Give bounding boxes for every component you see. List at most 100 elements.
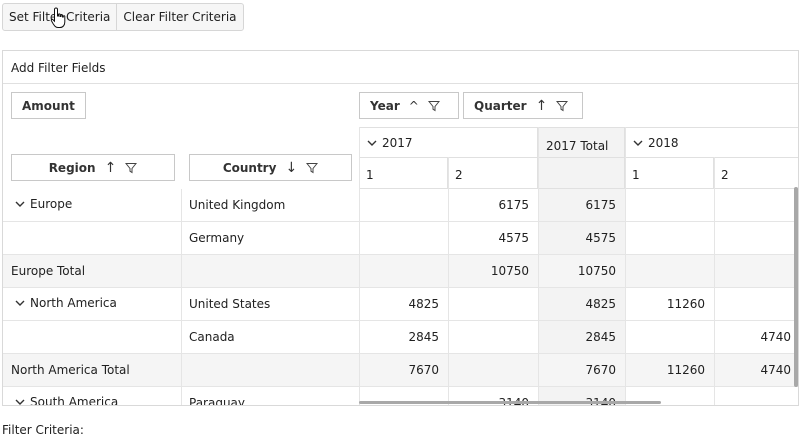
table-row: Europe Total 10750 10750 xyxy=(3,255,798,288)
amount-field-button[interactable]: Amount xyxy=(11,92,86,119)
filter-icon[interactable] xyxy=(427,100,440,112)
chevron-down-icon[interactable] xyxy=(15,296,25,310)
filter-icon[interactable] xyxy=(306,162,319,174)
table-row: North America Total 7670 7670 11260 4740 xyxy=(3,354,798,387)
year-field-label: Year xyxy=(370,98,400,113)
pivot-table: Add Filter Fields Amount Year ^ Quarter … xyxy=(2,50,799,406)
value-cell: 3140 xyxy=(538,387,625,405)
value-cell xyxy=(625,222,714,254)
value-cell: 11260 xyxy=(666,363,705,377)
value-cell: 2845 xyxy=(585,330,616,344)
value-cell xyxy=(714,189,798,221)
quarter-header: 2 xyxy=(448,158,538,188)
value-cell xyxy=(448,288,538,320)
sort-ascending-icon[interactable]: ↑ xyxy=(104,159,117,176)
horizontal-scrollbar[interactable] xyxy=(359,401,661,404)
country-cell: United States xyxy=(189,297,271,311)
country-cell: United Kingdom xyxy=(189,198,286,212)
column-divider xyxy=(538,127,539,405)
column-divider xyxy=(714,157,715,405)
value-cell xyxy=(448,354,538,386)
region-cell[interactable]: Europe xyxy=(3,189,181,221)
filter-drop-area[interactable]: Add Filter Fields xyxy=(3,51,798,84)
value-cell xyxy=(714,387,798,405)
quarter-header: 1 xyxy=(625,158,714,188)
toolbar: Set Filter Criteria Clear Filter Criteri… xyxy=(2,3,244,31)
region-label: Europe xyxy=(30,197,73,211)
sort-ascending-icon[interactable]: ↑ xyxy=(535,97,548,114)
chevron-down-icon[interactable] xyxy=(15,197,25,211)
value-cell xyxy=(359,222,448,254)
country-field-button[interactable]: Country ↓ xyxy=(189,154,352,181)
country-cell: Canada xyxy=(189,330,235,344)
column-divider xyxy=(359,127,360,405)
table-row: Europe United Kingdom 6175 6175 xyxy=(3,189,798,222)
value-cell: 10750 xyxy=(577,264,616,278)
value-cell: 4825 xyxy=(408,297,439,311)
value-cell xyxy=(359,189,448,221)
region-field-label: Region xyxy=(48,160,96,175)
quarter-field-button[interactable]: Quarter ↑ xyxy=(463,92,583,119)
country-field-label: Country xyxy=(222,160,277,175)
sort-caret-icon[interactable]: ^ xyxy=(408,98,419,113)
column-divider xyxy=(181,189,182,405)
year-2017-total-header: 2017 Total xyxy=(538,128,625,157)
value-cell: 4575 xyxy=(498,231,529,245)
year-total-subheader xyxy=(538,158,625,188)
vertical-scrollbar[interactable] xyxy=(794,187,798,387)
value-cell: 4825 xyxy=(585,297,616,311)
region-cell[interactable]: North America xyxy=(3,288,181,320)
country-cell: Paraguay xyxy=(189,396,246,406)
country-cell: Germany xyxy=(189,231,245,245)
value-cell xyxy=(625,321,714,353)
value-cell: 7670 xyxy=(585,363,616,377)
value-cell: 6175 xyxy=(585,198,616,212)
year-2017-total-label: 2017 Total xyxy=(546,138,609,153)
region-label: South America xyxy=(30,395,119,406)
set-filter-criteria-button[interactable]: Set Filter Criteria xyxy=(3,4,116,30)
table-row: South America Paraguay 3140 3140 xyxy=(3,387,798,406)
table-row: Canada 2845 2845 4740 xyxy=(3,321,798,354)
value-cell: 10750 xyxy=(490,264,529,278)
year-field-button[interactable]: Year ^ xyxy=(359,92,459,119)
value-cell xyxy=(625,255,714,287)
value-cell: 2845 xyxy=(408,330,439,344)
year-2018-header[interactable]: 2018 xyxy=(625,128,798,157)
quarter-header: 1 xyxy=(359,158,448,188)
amount-field-label: Amount xyxy=(22,98,75,113)
value-cell: 7670 xyxy=(408,363,439,377)
value-cell xyxy=(448,321,538,353)
value-cell: 3140 xyxy=(448,387,538,405)
value-cell: 4740 xyxy=(760,363,791,377)
clear-filter-criteria-button[interactable]: Clear Filter Criteria xyxy=(116,4,242,30)
quarter-header: 2 xyxy=(721,168,729,182)
filter-icon[interactable] xyxy=(556,100,569,112)
chevron-down-icon[interactable] xyxy=(15,395,25,405)
value-cell xyxy=(625,189,714,221)
sort-descending-icon[interactable]: ↓ xyxy=(285,159,298,176)
region-cell[interactable]: South America xyxy=(3,387,181,406)
total-label: North America Total xyxy=(11,363,130,377)
year-2018-label: 2018 xyxy=(648,135,679,150)
filter-icon[interactable] xyxy=(125,162,138,174)
year-2017-header[interactable]: 2017 xyxy=(359,128,538,157)
column-divider xyxy=(625,127,626,405)
value-cell xyxy=(359,255,448,287)
chevron-down-icon[interactable] xyxy=(367,136,377,150)
total-label: Europe Total xyxy=(11,264,86,278)
value-cell: 4575 xyxy=(585,231,616,245)
value-cell: 4740 xyxy=(760,330,791,344)
year-2017-label: 2017 xyxy=(382,135,413,150)
value-cell: 6175 xyxy=(498,198,529,212)
chevron-down-icon[interactable] xyxy=(633,136,643,150)
value-cell xyxy=(714,222,798,254)
table-row: North America United States 4825 4825 11… xyxy=(3,288,798,321)
region-field-button[interactable]: Region ↑ xyxy=(11,154,175,181)
column-divider xyxy=(448,157,449,405)
filter-criteria-label: Filter Criteria: xyxy=(2,423,84,437)
value-cell xyxy=(714,255,798,287)
year-header-row: 2017 2017 Total 2018 xyxy=(359,127,798,157)
quarter-field-label: Quarter xyxy=(474,98,527,113)
quarter-header-row: 1 2 1 2 xyxy=(359,157,798,189)
region-label: North America xyxy=(30,296,117,310)
